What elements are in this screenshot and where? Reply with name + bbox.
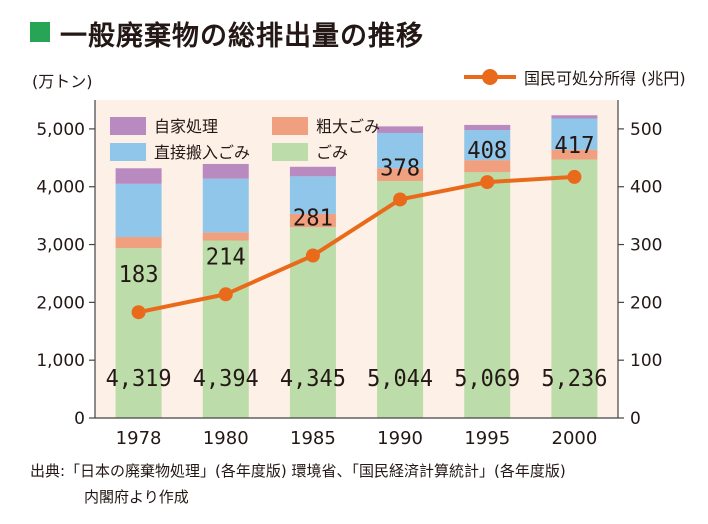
bar-segment xyxy=(464,160,511,173)
legend-line-marker xyxy=(482,69,498,85)
bar-total-label: 5,236 xyxy=(541,366,607,392)
bar-segment xyxy=(377,126,424,133)
income-line-legend-icon xyxy=(464,66,516,88)
bar-segment xyxy=(289,213,336,228)
legend-label: ごみ xyxy=(316,143,348,162)
x-axis-tick-label: 1978 xyxy=(116,428,162,449)
legend-swatch xyxy=(272,143,308,161)
income-data-label: 378 xyxy=(380,155,420,181)
left-axis-tick-label: 2,000 xyxy=(36,293,85,313)
x-axis-tick-label: 2000 xyxy=(552,428,598,449)
bar-segment xyxy=(464,130,511,161)
bar-segment xyxy=(551,149,598,160)
left-axis-tick-label: 1,000 xyxy=(36,351,85,371)
right-axis-tick-label: 500 xyxy=(630,120,662,140)
title-square-icon xyxy=(30,22,50,42)
legend-swatch xyxy=(272,117,308,135)
left-axis-unit: (万トン) xyxy=(32,72,93,91)
bar-total-label: 4,394 xyxy=(193,366,259,392)
source-line-2: 内閣府より作成 xyxy=(84,488,189,506)
right-axis-tick-label: 100 xyxy=(630,351,662,371)
legend-label: 粗大ごみ xyxy=(316,117,380,136)
bar-segment xyxy=(464,124,511,131)
bar-segment xyxy=(289,166,336,177)
income-line-point xyxy=(393,192,408,207)
left-axis-tick-label: 4,000 xyxy=(36,178,85,198)
left-axis-tick-label: 0 xyxy=(74,409,85,429)
bar-segment xyxy=(551,159,598,418)
bar-segment xyxy=(377,180,424,418)
income-data-label: 417 xyxy=(554,133,594,159)
bar-segment xyxy=(115,168,162,184)
bar-segment xyxy=(551,115,598,119)
bar-segment xyxy=(464,172,511,418)
bar-total-label: 5,069 xyxy=(454,366,520,392)
bar-segment xyxy=(377,132,424,169)
bar-total-label: 5,044 xyxy=(367,366,433,392)
bar-segment xyxy=(202,240,249,418)
right-axis-legend: 国民可処分所得 (兆円) xyxy=(464,66,686,88)
income-line-point xyxy=(218,287,233,302)
bar-segment xyxy=(115,183,162,238)
income-line-point xyxy=(131,305,146,320)
income-data-label: 214 xyxy=(206,244,246,270)
income-line-point xyxy=(480,175,495,190)
source-line-1: 出典:「日本の廃棄物処理」(各年度版) 環境省、「国民経済計算統計」(各年度版) xyxy=(30,462,566,480)
legend-label: 自家処理 xyxy=(154,117,218,136)
bar-segment xyxy=(289,176,336,214)
bar-total-label: 4,345 xyxy=(280,366,346,392)
right-axis-tick-label: 300 xyxy=(630,236,662,256)
x-axis-tick-label: 1995 xyxy=(464,428,510,449)
right-axis-unit: 国民可処分所得 (兆円) xyxy=(524,69,686,88)
income-line xyxy=(138,174,575,315)
left-axis-tick-label: 5,000 xyxy=(36,120,85,140)
bar-segment xyxy=(202,178,249,233)
page-title: 一般廃棄物の総排出量の推移 xyxy=(60,21,424,52)
plot-area-background xyxy=(95,100,618,418)
income-line-point xyxy=(305,248,320,263)
x-axis-tick-label: 1990 xyxy=(377,428,423,449)
x-axis-tick-label: 1985 xyxy=(290,428,336,449)
left-axis-tick-label: 3,000 xyxy=(36,236,85,256)
income-line-point xyxy=(567,169,582,184)
income-data-label: 281 xyxy=(293,206,333,232)
bar-segment xyxy=(115,237,162,249)
bar-segment xyxy=(202,232,249,241)
bar-segment xyxy=(202,163,249,179)
bar-total-label: 4,319 xyxy=(106,366,172,392)
right-axis-tick-label: 200 xyxy=(630,293,662,313)
right-axis-tick-label: 400 xyxy=(630,178,662,198)
income-data-label: 408 xyxy=(467,138,507,164)
legend-swatch xyxy=(110,117,146,135)
legend-label: 直接搬入ごみ xyxy=(154,143,250,162)
right-axis-tick-label: 0 xyxy=(630,409,641,429)
bar-segment xyxy=(551,118,598,150)
income-data-label: 183 xyxy=(119,262,159,288)
x-axis-tick-label: 1980 xyxy=(203,428,249,449)
bar-segment xyxy=(115,248,162,418)
bar-segment xyxy=(377,168,424,181)
legend-swatch xyxy=(110,143,146,161)
